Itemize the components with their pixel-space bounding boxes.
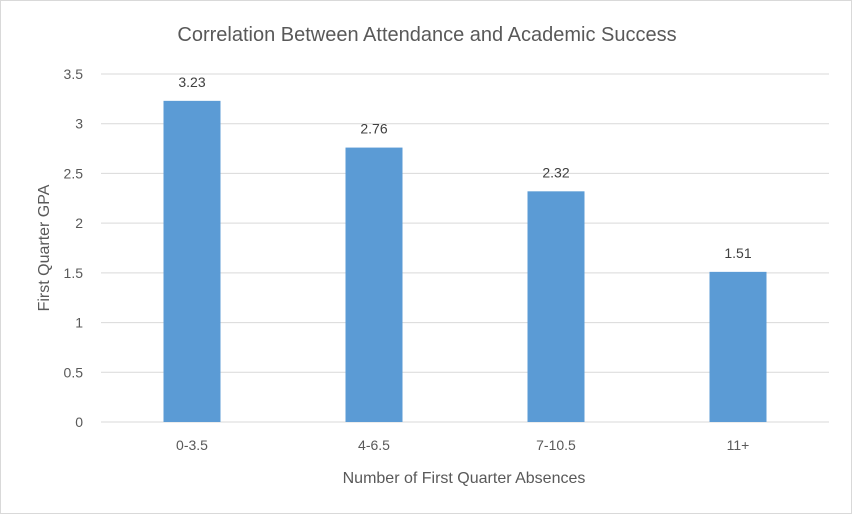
data-label: 2.76 <box>360 121 387 137</box>
y-tick-label: 0.5 <box>64 364 84 380</box>
y-tick-label: 0 <box>75 414 83 430</box>
bar-4-6.5 <box>345 147 403 422</box>
bar-0-3.5 <box>163 100 221 423</box>
y-axis-label: First Quarter GPA <box>36 184 53 311</box>
x-tick-label: 11+ <box>727 437 750 453</box>
x-tick-label: 0-3.5 <box>176 437 208 453</box>
x-tick-label: 4-6.5 <box>358 437 390 453</box>
x-axis-ticks: 0-3.5 4-6.5 7-10.5 11+ <box>176 437 749 453</box>
data-labels: 3.23 2.76 2.32 1.51 <box>178 74 751 261</box>
chart-title: Correlation Between Attendance and Acade… <box>177 24 676 46</box>
gridlines <box>101 73 829 423</box>
x-axis-label: Number of First Quarter Absences <box>343 470 586 487</box>
y-tick-label: 1.5 <box>64 265 84 281</box>
y-axis-ticks: 0 0.5 1 1.5 2 2.5 3 3.5 <box>64 66 84 430</box>
y-tick-label: 1 <box>75 315 83 331</box>
y-tick-label: 3 <box>75 116 83 132</box>
bar-11+ <box>709 271 767 422</box>
data-label: 1.51 <box>724 245 751 261</box>
bars <box>163 100 767 423</box>
bar-7-10.5 <box>527 191 585 422</box>
y-tick-label: 2 <box>75 215 83 231</box>
x-tick-label: 7-10.5 <box>536 437 576 453</box>
data-label: 3.23 <box>178 74 205 90</box>
y-tick-label: 2.5 <box>64 165 84 181</box>
data-label: 2.32 <box>542 164 569 180</box>
y-tick-label: 3.5 <box>64 66 84 82</box>
